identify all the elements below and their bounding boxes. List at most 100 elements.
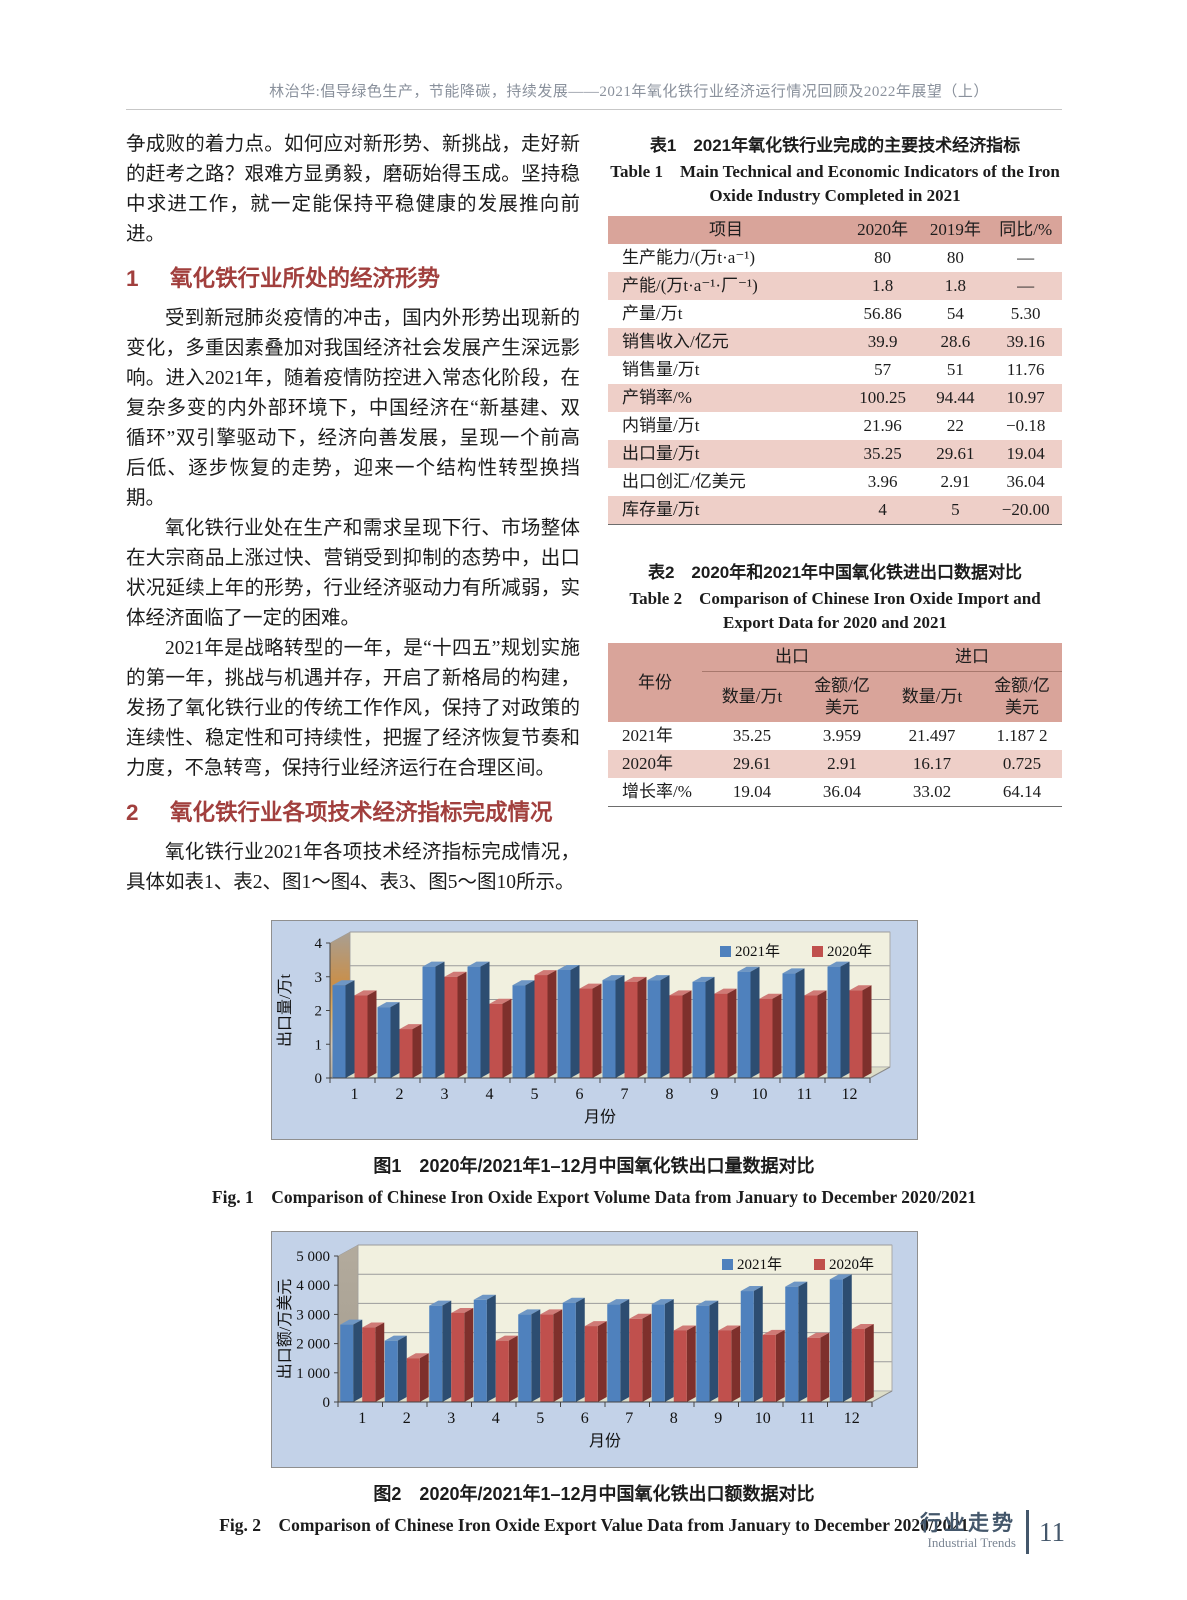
x-tick-label: 8 xyxy=(669,1410,677,1427)
figure1-block: 0 1 2 3 4 1 2 3 4 5 6 7 8 9 10 11 12 月份 出口量/万t 2021年 2020年 图… xyxy=(126,920,1062,1209)
legend-label: 2020年 xyxy=(827,943,872,960)
y-tick-label: 0 xyxy=(314,1071,322,1087)
table-cell: 57 xyxy=(874,360,892,379)
y-tick-label: 1 xyxy=(314,1037,322,1053)
table1: 项目 2020年 2019年 同比/% 生产能力/(万t·a⁻¹) 80 80 — 产能… xyxy=(608,216,1062,525)
x-tick-label: 12 xyxy=(843,1410,859,1427)
x-tick-label: 2 xyxy=(395,1086,403,1103)
table1-block: 表1 2021年氧化铁行业完成的主要技术经济指标 Table 1 Main Te… xyxy=(608,134,1062,525)
figure1-caption-cn: 图1 2020年/2021年1–12月中国氧化铁出口量数据对比 xyxy=(373,1156,815,1176)
table-cell: 33.02 xyxy=(912,782,952,801)
y-tick-label: 0 xyxy=(322,1395,330,1411)
x-tick-label: 5 xyxy=(536,1410,544,1427)
table-header-row: 数量/万t 金额/亿美元 数量/万t 金额/亿美元 xyxy=(608,671,1062,722)
body-paragraph: 受到新冠肺炎疫情的冲击，国内外形势出现新的变化，多重因素叠加对我国经济社会发展产… xyxy=(126,308,580,509)
table-header-row: 项目 2020年 2019年 同比/% xyxy=(608,216,1062,244)
table2-header: 年份 出口 进口 数量/万t 金额/亿美元 数量/万t 金额/亿美元 xyxy=(608,643,1062,722)
table-cell: 80 xyxy=(874,248,892,267)
table-cell: 产量/万t xyxy=(622,304,683,323)
figure2-caption-cn: 图2 2020年/2021年1–12月中国氧化铁出口额数据对比 xyxy=(373,1484,815,1504)
x-tick-label: 12 xyxy=(841,1086,857,1103)
header-rule xyxy=(126,109,1062,110)
table-cell: 0.725 xyxy=(1002,754,1042,773)
x-tick-label: 5 xyxy=(530,1086,538,1103)
table-cell: 产能/(万t·a⁻¹·厂⁻¹) xyxy=(622,276,758,295)
section-title: 氧化铁行业各项技术经济指标完成情况 xyxy=(170,800,553,825)
table-cell: 5.30 xyxy=(1010,304,1041,323)
table-cell: 29.61 xyxy=(732,754,772,773)
column-header: 项目 xyxy=(608,216,845,244)
table-cell: 64.14 xyxy=(1002,782,1042,801)
table-cell: 内销量/万t xyxy=(622,416,700,435)
table-cell: −20.00 xyxy=(1001,500,1050,519)
table-cell: 增长率/% xyxy=(622,782,692,801)
y-axis-title: 出口量/万t xyxy=(276,974,294,1047)
column-header: 数量/万t xyxy=(702,671,802,722)
table-cell: 39.9 xyxy=(867,332,898,351)
legend-swatch xyxy=(813,1259,825,1270)
table-cell: 39.16 xyxy=(1006,332,1045,351)
table-cell: 11.76 xyxy=(1006,360,1045,379)
legend-label: 2020年 xyxy=(829,1256,874,1273)
table-row: 产量/万t 56.86 54 5.30 xyxy=(608,300,1062,328)
x-axis-title: 月份 xyxy=(588,1432,620,1450)
bars xyxy=(339,1274,874,1402)
x-tick-label: 3 xyxy=(447,1410,455,1427)
section-heading-2: 2 氧化铁行业各项技术经济指标完成情况 xyxy=(126,798,580,828)
x-tick-label: 7 xyxy=(625,1410,633,1427)
bars xyxy=(332,961,871,1078)
table-cell: 100.25 xyxy=(859,388,907,407)
column-group-header: 出口 xyxy=(702,643,882,672)
table-cell: 56.86 xyxy=(863,304,902,323)
table-row: 2020年 29.61 2.91 16.17 0.725 xyxy=(608,750,1062,778)
table-row: 出口量/万t 35.25 29.61 19.04 xyxy=(608,440,1062,468)
section-heading-1: 1 氧化铁行业所处的经济形势 xyxy=(126,264,580,294)
body-paragraph: 氧化铁行业2021年各项技术经济指标完成情况，具体如表1、表2、图1～图4、表3… xyxy=(126,842,580,893)
table-cell: 16.17 xyxy=(912,754,952,773)
table-row: 销售收入/亿元 39.9 28.6 39.16 xyxy=(608,328,1062,356)
y-tick-label: 5 000 xyxy=(296,1249,330,1265)
table-cell: 54 xyxy=(946,304,964,323)
x-tick-label: 10 xyxy=(754,1410,770,1427)
section-title: 氧化铁行业所处的经济形势 xyxy=(170,266,441,291)
body-paragraph: 氧化铁行业处在生产和需求呈现下行、市场整体在大宗商品上涨过快、营销受到抑制的态势… xyxy=(126,518,580,629)
table-cell: 产销率/% xyxy=(622,388,692,407)
table-cell: 生产能力/(万t·a⁻¹) xyxy=(622,248,756,267)
y-tick-label: 3 000 xyxy=(296,1307,330,1323)
table-cell: 19.04 xyxy=(732,782,772,801)
export-volume-chart-frame: 0 1 2 3 4 1 2 3 4 5 6 7 8 9 10 11 12 月份 出口量/万t 2021年 2020年 xyxy=(270,920,918,1140)
table-cell: 35.25 xyxy=(732,726,772,745)
x-tick-label: 1 xyxy=(358,1410,366,1427)
x-tick-label: 4 xyxy=(491,1410,499,1427)
table-row: 产销率/% 100.25 94.44 10.97 xyxy=(608,384,1062,412)
running-head: 林治华:倡导绿色生产，节能降碳，持续发展——2021年氧化铁行业经济运行情况回顾… xyxy=(269,84,989,100)
y-tick-label: 4 000 xyxy=(296,1278,330,1294)
table-row: 出口创汇/亿美元 3.96 2.91 36.04 xyxy=(608,468,1062,496)
table-cell: — xyxy=(1017,248,1035,267)
y-tick-label: 3 xyxy=(314,970,322,986)
legend-label: 2021年 xyxy=(735,943,780,960)
table-cell: 销售量/万t xyxy=(622,360,700,379)
column-header: 2020年 xyxy=(844,216,922,244)
table-cell: 1.8 xyxy=(944,276,966,295)
table-cell: 19.04 xyxy=(1006,444,1045,463)
table-cell: 80 xyxy=(946,248,964,267)
section-number: 1 xyxy=(126,266,139,291)
table-cell: 28.6 xyxy=(940,332,971,351)
y-axis-title: 出口额/万美元 xyxy=(276,1279,294,1379)
table-row: 库存量/万t 4 5 −20.00 xyxy=(608,496,1062,525)
x-tick-label: 9 xyxy=(714,1410,722,1427)
column-header: 金额/亿美元 xyxy=(802,671,882,722)
legend-swatch xyxy=(721,1259,733,1270)
footer-section-cn: 行业走势 xyxy=(920,1512,1016,1535)
intro-paragraph: 争成败的着力点。如何应对新形势、新挑战，走好新的赶考之路？艰难方显勇毅，磨砺始得… xyxy=(126,134,580,245)
table1-title-cn: 表1 2021年氧化铁行业完成的主要技术经济指标 xyxy=(649,136,1021,155)
table2-block: 表2 2020年和2021年中国氧化铁进出口数据对比 Table 2 Compa… xyxy=(608,561,1062,807)
footer-section: 行业走势 Industrial Trends xyxy=(920,1513,1016,1551)
table-cell: 2.91 xyxy=(827,754,857,773)
footer-divider xyxy=(1026,1510,1029,1554)
x-tick-label: 1 xyxy=(350,1086,358,1103)
table-cell: −0.18 xyxy=(1006,416,1046,435)
